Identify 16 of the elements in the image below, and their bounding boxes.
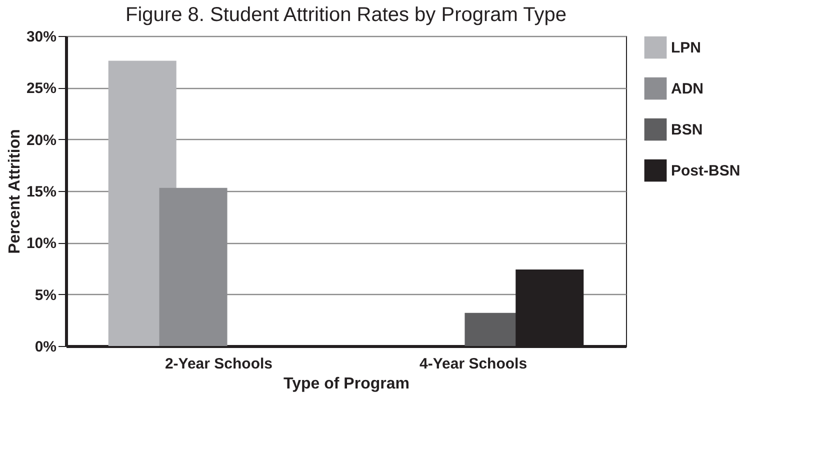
legend-label: ADN — [671, 80, 704, 98]
legend-label: Post-BSN — [671, 162, 740, 180]
y-tick-label: 25% — [26, 80, 56, 98]
x-tick-label: 4-Year Schools — [419, 356, 528, 372]
y-tick-label: 10% — [26, 235, 56, 252]
legend-label: BSN — [671, 122, 703, 138]
y-tick-label: 15% — [26, 184, 56, 200]
x-tick-label: 2-Year Schools — [164, 356, 273, 372]
x-axis-title: Type of Program — [284, 376, 410, 392]
y-tick-label: 0% — [34, 338, 56, 356]
y-tick-label: 30% — [26, 28, 56, 46]
y-axis-title: Percent Attrition — [6, 129, 24, 254]
y-tick-label: 20% — [26, 132, 56, 149]
legend-label: LPN — [671, 40, 701, 56]
y-tick-label: 5% — [34, 286, 56, 304]
chart-title: Figure 8. Student Attrition Rates by Program Type — [126, 4, 566, 26]
